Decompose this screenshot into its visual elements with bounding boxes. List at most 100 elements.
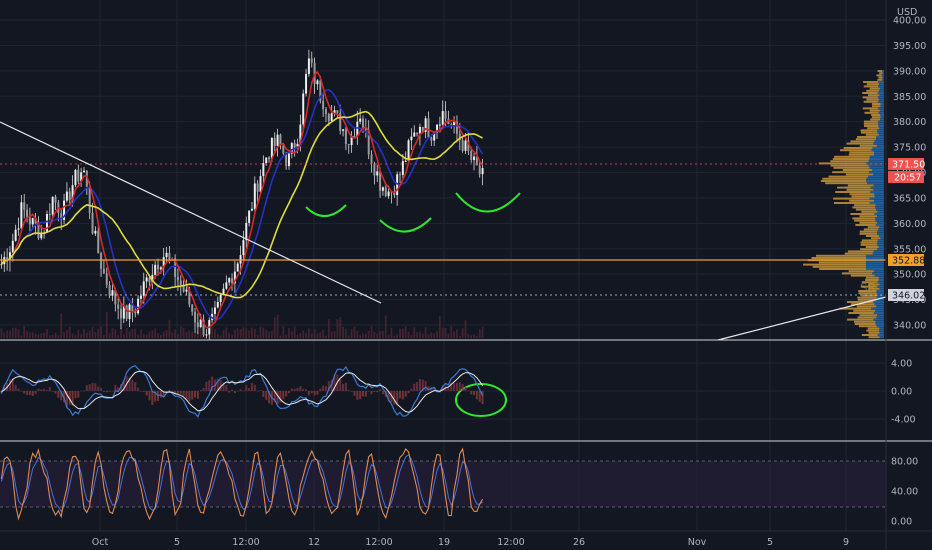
volume-bar — [68, 326, 71, 338]
volume-profile-row — [860, 129, 878, 132]
stoch-axis[interactable]: 80.00 40.00 0.00 — [891, 457, 918, 528]
candle-body — [94, 230, 97, 234]
volume-bar — [0, 328, 3, 338]
candle-body — [196, 322, 199, 328]
volume-profile-row — [863, 85, 879, 88]
price-axis[interactable]: USD 400.00 395.00 390.00 385.00 380.00 375.00… — [888, 7, 926, 332]
volume-bar — [228, 333, 231, 338]
volume-profile-row — [880, 116, 884, 119]
volume-profile-row — [862, 92, 878, 94]
time-tick-label: Nov — [688, 537, 707, 548]
macd-histogram-bar — [211, 376, 214, 391]
ascending-trendline[interactable] — [717, 296, 887, 341]
volume-profile-row — [873, 142, 884, 145]
volume-profile-row — [869, 87, 880, 90]
annotation-arc-3[interactable] — [455, 192, 521, 213]
volume-bar — [199, 327, 202, 338]
macd-histogram-bar — [362, 391, 364, 397]
volume-profile-row — [876, 296, 884, 299]
price-tick-label: 385.00 — [893, 92, 926, 103]
volume-profile-row — [873, 312, 884, 314]
candle-body — [205, 334, 208, 336]
blue-moving-average — [0, 88, 484, 321]
volume-profile-row — [850, 303, 875, 306]
volume-bar — [185, 331, 188, 338]
volume-bar — [80, 334, 82, 338]
volume-profile-row — [878, 228, 884, 231]
volume-profile-row — [865, 276, 879, 279]
volume-profile-row — [866, 83, 880, 86]
volume-bar — [242, 327, 245, 338]
volume-profile-row — [847, 318, 874, 321]
volume-profile-row — [863, 81, 879, 83]
candle-body — [120, 308, 122, 319]
volume-profile-row — [878, 111, 884, 114]
descending-trendline[interactable] — [0, 121, 382, 304]
macd-histogram-bar — [282, 391, 285, 400]
volume-profile-row — [866, 329, 879, 332]
volume-bar — [46, 329, 48, 338]
candle-body — [327, 113, 330, 121]
macd-histogram-bar — [26, 391, 29, 395]
volume-profile-row — [818, 162, 866, 165]
volume-profile-row — [819, 268, 866, 270]
volume-profile-row — [880, 118, 884, 121]
volume-bar — [160, 334, 162, 338]
volume-bar — [276, 314, 279, 338]
volume-bar — [225, 327, 228, 338]
volume-bar — [134, 328, 137, 338]
annotation-arc-2[interactable] — [379, 217, 432, 233]
volume-bar — [433, 333, 436, 338]
macd-histogram-bar — [68, 391, 71, 405]
volume-bar — [353, 326, 356, 338]
last-price-tag — [888, 158, 924, 170]
volume-bar — [367, 330, 370, 338]
volume-profile-row — [849, 193, 875, 196]
volume-profile-row — [879, 226, 884, 229]
volume-profile-row — [839, 149, 872, 152]
macd-axis[interactable]: 4.00 0.00 -4.00 — [891, 359, 916, 426]
macd-histogram-bar — [208, 380, 211, 391]
volume-profile-row — [871, 105, 881, 108]
volume-bar — [402, 328, 404, 338]
macd-histogram-bar — [228, 391, 231, 393]
volume-profile-row — [822, 177, 867, 180]
volume-bar — [137, 334, 139, 338]
volume-profile-row — [869, 109, 880, 112]
red-moving-average — [0, 70, 484, 329]
volume-profile-row — [867, 94, 880, 97]
candle-body — [34, 218, 37, 224]
volume-bar — [333, 331, 336, 338]
volume-profile-row — [868, 287, 880, 290]
volume-bar — [29, 332, 31, 338]
candle-body — [182, 284, 185, 292]
price-tick-label: 395.00 — [893, 41, 926, 52]
macd-histogram-bar — [347, 390, 350, 391]
macd-histogram-bar — [259, 390, 262, 391]
volume-bar — [464, 320, 467, 338]
volume-bar — [54, 332, 57, 338]
macd-histogram-bar — [290, 388, 293, 391]
ma-price-tag — [888, 254, 924, 266]
volume-bar — [71, 333, 74, 338]
stoch-tick-label: 0.00 — [891, 517, 912, 528]
volume-bar — [60, 313, 63, 338]
annotation-arc-1[interactable] — [305, 204, 347, 217]
stoch-d-line — [0, 453, 483, 513]
time-axis[interactable]: Oct 5 12:00 12 12:00 19 12:00 26 Nov 5 9 — [92, 537, 849, 548]
price-tick-label: 350.00 — [893, 270, 926, 281]
macd-histogram-bar — [142, 391, 145, 392]
macd-histogram-bar — [302, 388, 305, 391]
candle-body — [45, 214, 48, 233]
volume-profile-row — [842, 169, 873, 171]
volume-profile-row — [877, 285, 884, 288]
candle-body — [461, 140, 464, 151]
macd-histogram-bar — [231, 389, 234, 391]
macd-histogram-bar — [253, 384, 256, 391]
volume-bar — [461, 328, 464, 338]
volume-bar — [279, 335, 282, 338]
volume-profile-row — [874, 303, 884, 306]
volume-profile-row — [875, 138, 884, 141]
volume-profile-row — [879, 83, 884, 86]
